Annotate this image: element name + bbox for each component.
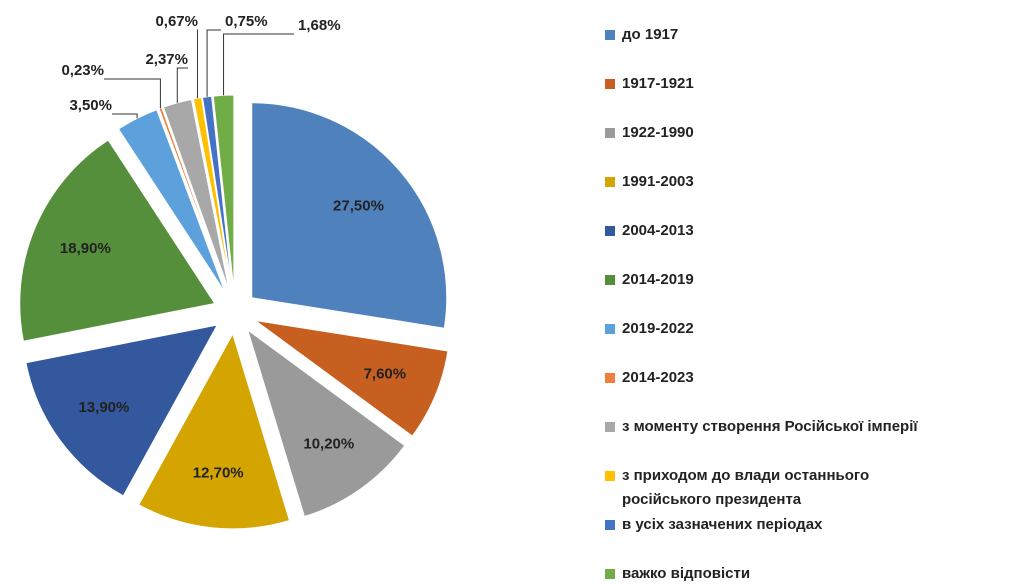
pie-slice xyxy=(138,332,291,530)
pie-slice xyxy=(255,319,449,437)
legend-item: з моменту створення Російської імперії xyxy=(605,415,1005,439)
legend-item: до 1917 xyxy=(605,23,1005,47)
legend-label: 2019-2022 xyxy=(622,320,694,337)
legend-swatch xyxy=(605,373,615,383)
legend-label: важко відповісти xyxy=(622,565,751,582)
data-label: 0,75% xyxy=(225,13,268,30)
legend-swatch xyxy=(605,471,615,481)
leader-line xyxy=(206,29,221,97)
legend-item: 1922-1990 xyxy=(605,121,1005,145)
data-label: 0,23% xyxy=(61,62,104,79)
legend-item: 2014-2023 xyxy=(605,366,1005,390)
legend-label: 2014-2023 xyxy=(622,369,694,386)
legend-swatch xyxy=(605,422,615,432)
legend-item: 1991-2003 xyxy=(605,170,1005,194)
legend-item: 2014-2019 xyxy=(605,268,1005,292)
legend-swatch xyxy=(605,30,615,40)
pie-slice xyxy=(25,324,219,497)
pie-slice xyxy=(251,102,448,329)
legend-label: 2004-2013 xyxy=(622,222,694,239)
data-label: 3,50% xyxy=(69,97,112,114)
legend-swatch xyxy=(605,128,615,138)
legend-swatch xyxy=(605,520,615,530)
legend-label: 2014-2019 xyxy=(622,271,694,288)
legend-item: з приходом до влади останнього російсько… xyxy=(605,464,935,512)
legend-item: 1917-1921 xyxy=(605,72,1005,96)
data-label: 27,50% xyxy=(333,197,384,214)
data-label: 12,70% xyxy=(193,464,244,481)
pie-slice xyxy=(19,139,216,342)
legend-label: 1917-1921 xyxy=(622,75,694,92)
leader-line xyxy=(176,67,188,103)
legend-label: з приходом до влади останнього російсько… xyxy=(622,467,870,508)
legend-item: в усіх зазначених періодах xyxy=(605,513,1005,537)
data-label: 7,60% xyxy=(364,366,407,383)
pie-area: 27,50% 7,60% 10,20% 12,70% 13,90% 18,90% 3,50%… xyxy=(19,13,449,530)
legend-label: з моменту створення Російської імперії xyxy=(622,418,918,435)
legend-swatch xyxy=(605,569,615,579)
legend-label: 1922-1990 xyxy=(622,124,694,141)
leader-line xyxy=(104,78,161,109)
legend-swatch xyxy=(605,226,615,236)
legend-label: в усіх зазначених періодах xyxy=(622,516,823,533)
legend-swatch xyxy=(605,177,615,187)
data-label: 18,90% xyxy=(60,240,111,257)
legend-swatch xyxy=(605,275,615,285)
leader-line xyxy=(112,113,138,119)
data-label: 10,20% xyxy=(303,436,354,453)
pie-slice xyxy=(246,328,406,518)
data-label: 1,68% xyxy=(298,17,341,34)
data-label: 13,90% xyxy=(78,399,129,416)
legend-item: 2004-2013 xyxy=(605,219,1005,243)
legend-item: 2019-2022 xyxy=(605,317,1005,341)
data-label: 0,67% xyxy=(155,13,198,30)
legend-swatch xyxy=(605,79,615,89)
leader-line xyxy=(223,33,294,96)
data-label: 2,37% xyxy=(145,51,188,68)
legend-label: до 1917 xyxy=(622,26,679,43)
leader-line xyxy=(196,29,198,99)
legend-swatch xyxy=(605,324,615,334)
pie-slice xyxy=(162,98,230,291)
legend-item: важко відповісти xyxy=(605,562,1005,584)
legend-label: 1991-2003 xyxy=(622,173,694,190)
